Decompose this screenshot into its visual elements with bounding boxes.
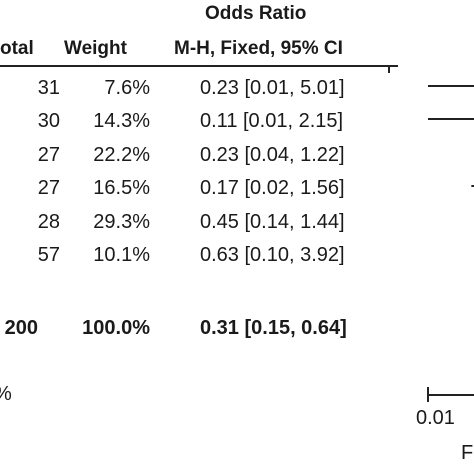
row-odds-ratio-ci: 0.23 [0.01, 5.01] — [200, 77, 345, 99]
row-odds-ratio-ci: 0.45 [0.14, 1.44] — [200, 211, 345, 233]
row-total: 27 — [37, 144, 60, 166]
row-total: 28 — [37, 211, 60, 233]
axis-tick-label: 0.01 — [416, 407, 455, 429]
row-weight: 14.3% — [93, 110, 150, 132]
row-weight: 10.1% — [93, 244, 150, 266]
odds-ratio-group-title: Odds Ratio — [205, 3, 307, 24]
row-total: 31 — [37, 77, 60, 99]
row-weight: 29.3% — [93, 211, 150, 233]
row-weight: 22.2% — [93, 144, 150, 166]
row-odds-ratio-ci: 0.17 [0.02, 1.56] — [200, 177, 345, 199]
row-odds-ratio-ci: 0.23 [0.04, 1.22] — [200, 144, 345, 166]
total-row-weight: 100.0% — [82, 317, 150, 339]
row-total: 27 — [37, 177, 60, 199]
total-row-odds-ratio-ci: 0.31 [0.15, 0.64] — [200, 317, 347, 339]
header-rule — [0, 65, 398, 67]
row-odds-ratio-ci: 0.11 [0.01, 2.15] — [200, 110, 344, 132]
column-header-ci: M-H, Fixed, 95% CI — [174, 38, 343, 59]
row-total: 30 — [37, 110, 60, 132]
footer-left-fragment: % — [0, 384, 12, 404]
header-rule-tick — [388, 65, 390, 73]
row-weight: 7.6% — [104, 77, 150, 99]
total-row-total: 200 — [4, 317, 38, 339]
row-weight: 16.5% — [93, 177, 150, 199]
column-header-total: otal — [0, 38, 34, 59]
row-odds-ratio-ci: 0.63 [0.10, 3.92] — [200, 244, 345, 266]
axis-label-fragment: F — [461, 442, 474, 464]
column-header-weight: Weight — [64, 38, 127, 59]
row-total: 57 — [37, 244, 60, 266]
